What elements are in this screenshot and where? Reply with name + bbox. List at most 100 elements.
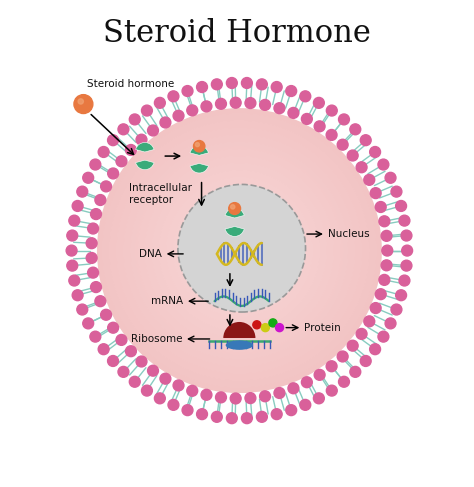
- Circle shape: [350, 366, 361, 377]
- Circle shape: [347, 340, 358, 351]
- Circle shape: [100, 111, 379, 390]
- Circle shape: [69, 215, 80, 226]
- Circle shape: [180, 191, 299, 310]
- Circle shape: [379, 216, 390, 227]
- Circle shape: [261, 323, 269, 332]
- Circle shape: [168, 180, 310, 321]
- Circle shape: [66, 245, 77, 256]
- Circle shape: [229, 203, 240, 214]
- Circle shape: [86, 238, 97, 249]
- Circle shape: [401, 260, 412, 271]
- Circle shape: [78, 99, 83, 104]
- Circle shape: [235, 246, 244, 255]
- Circle shape: [241, 77, 252, 89]
- Circle shape: [88, 223, 99, 234]
- Circle shape: [216, 98, 227, 109]
- Circle shape: [211, 412, 222, 422]
- Circle shape: [379, 275, 390, 285]
- Circle shape: [112, 123, 367, 378]
- Circle shape: [245, 97, 256, 109]
- Text: Steroid hormone: Steroid hormone: [87, 79, 174, 89]
- Circle shape: [136, 356, 147, 367]
- Circle shape: [91, 281, 101, 293]
- Circle shape: [274, 388, 285, 398]
- Circle shape: [370, 147, 381, 157]
- Circle shape: [347, 150, 358, 161]
- Ellipse shape: [226, 340, 253, 350]
- Circle shape: [86, 253, 97, 263]
- Circle shape: [126, 145, 137, 155]
- Text: Ribosome: Ribosome: [131, 334, 182, 344]
- Circle shape: [356, 162, 367, 173]
- Circle shape: [288, 108, 299, 118]
- Circle shape: [145, 156, 334, 345]
- Circle shape: [232, 244, 246, 258]
- Circle shape: [108, 322, 118, 333]
- Circle shape: [216, 392, 227, 403]
- Circle shape: [326, 361, 337, 372]
- Circle shape: [338, 114, 349, 125]
- Circle shape: [382, 245, 393, 256]
- Circle shape: [129, 114, 140, 125]
- Circle shape: [77, 186, 88, 197]
- Circle shape: [168, 399, 179, 411]
- Text: Protein: Protein: [304, 322, 341, 333]
- Circle shape: [396, 201, 407, 211]
- Circle shape: [385, 172, 396, 183]
- Circle shape: [271, 82, 282, 93]
- Circle shape: [114, 125, 365, 376]
- Circle shape: [230, 97, 241, 108]
- Circle shape: [360, 135, 371, 146]
- Circle shape: [182, 86, 193, 96]
- Circle shape: [98, 109, 381, 393]
- Circle shape: [159, 170, 319, 331]
- Circle shape: [72, 201, 83, 211]
- Circle shape: [401, 230, 412, 241]
- Circle shape: [77, 304, 88, 315]
- Circle shape: [150, 161, 329, 340]
- Circle shape: [245, 393, 256, 404]
- Circle shape: [102, 113, 376, 388]
- Circle shape: [197, 82, 208, 93]
- Circle shape: [69, 275, 80, 286]
- Circle shape: [147, 158, 331, 343]
- Circle shape: [375, 202, 386, 212]
- Circle shape: [155, 393, 165, 404]
- Circle shape: [337, 351, 348, 362]
- Text: Steroid Hormone: Steroid Hormone: [103, 18, 371, 49]
- Circle shape: [396, 290, 407, 300]
- Circle shape: [67, 260, 78, 271]
- Wedge shape: [223, 322, 255, 338]
- Circle shape: [301, 113, 312, 124]
- Text: Intracellular
receptor: Intracellular receptor: [129, 183, 192, 205]
- Circle shape: [237, 248, 242, 253]
- Circle shape: [275, 323, 283, 332]
- Circle shape: [121, 132, 357, 369]
- Circle shape: [218, 229, 261, 272]
- Circle shape: [301, 377, 312, 388]
- Circle shape: [216, 227, 263, 274]
- Wedge shape: [225, 226, 244, 236]
- Text: DNA: DNA: [139, 249, 162, 259]
- Circle shape: [193, 141, 205, 152]
- Circle shape: [160, 373, 171, 384]
- Circle shape: [378, 159, 389, 170]
- Circle shape: [124, 135, 355, 366]
- Circle shape: [108, 168, 118, 179]
- Circle shape: [187, 199, 292, 302]
- Circle shape: [201, 390, 212, 400]
- Circle shape: [74, 94, 93, 113]
- Circle shape: [90, 331, 101, 342]
- Circle shape: [166, 177, 313, 324]
- Circle shape: [228, 239, 251, 262]
- Circle shape: [156, 168, 322, 333]
- Circle shape: [201, 213, 277, 288]
- Circle shape: [313, 97, 324, 108]
- Circle shape: [140, 151, 338, 350]
- Circle shape: [370, 344, 381, 355]
- Circle shape: [227, 413, 237, 424]
- Circle shape: [209, 220, 270, 281]
- Circle shape: [126, 346, 137, 356]
- Circle shape: [370, 187, 381, 199]
- Circle shape: [182, 405, 193, 415]
